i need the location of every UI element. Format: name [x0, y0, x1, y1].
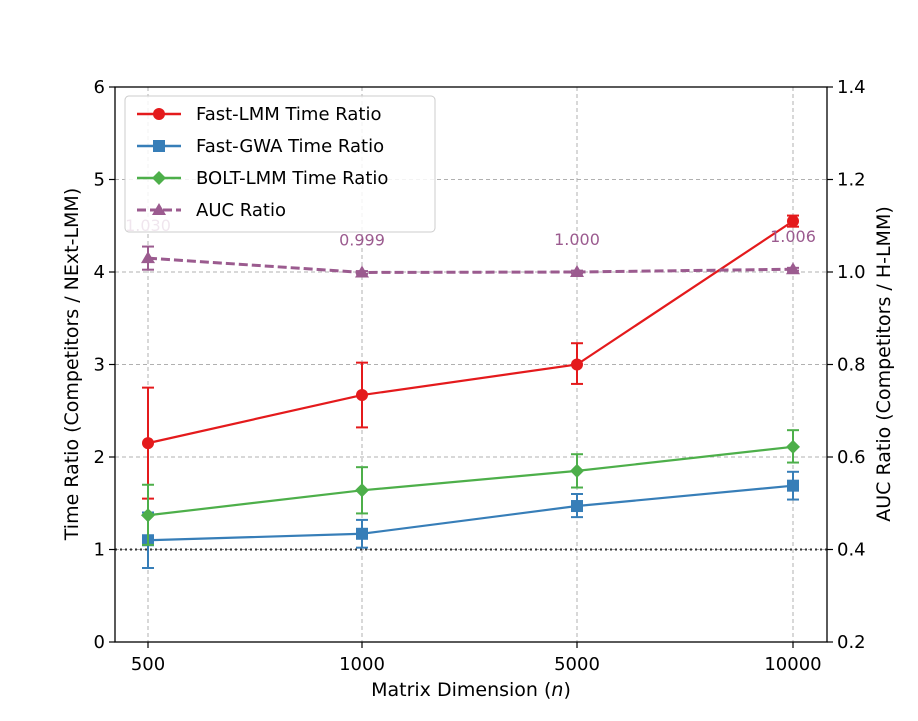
legend-marker-fast-lmm-time-ratio	[153, 108, 165, 120]
x-axis-title-main: Matrix Dimension (	[371, 679, 551, 701]
y-right-tick-label-1.4: 1.4	[837, 77, 866, 98]
series-line-fast-lmm-time-ratio	[147, 220, 794, 445]
legend-marker-auc-ratio	[152, 203, 166, 215]
legend: Fast-LMM Time Ratio Fast-GWA Time Ratio BO…	[124, 95, 436, 233]
y-axis-left-ticks: 0 1 2 3 4 5 6	[94, 77, 115, 653]
point-bolt-lmm-time-ratio-10000	[786, 439, 800, 454]
point-fast-lmm-time-ratio-500	[142, 437, 154, 450]
y-right-tick-label-1.2: 1.2	[837, 170, 866, 191]
legend-marker-fast-gwa-time-ratio	[153, 140, 165, 152]
legend-label-bolt-lmm-time-ratio: BOLT-LMM Time Ratio	[196, 168, 388, 189]
point-auc-ratio-500	[141, 251, 155, 264]
y-tick-label-3: 3	[94, 355, 105, 376]
legend-label-fast-lmm-time-ratio: Fast-LMM Time Ratio	[196, 104, 381, 125]
data-label-auc-ratio-1000: 0.999	[339, 230, 385, 249]
legend-marker-bolt-lmm-time-ratio	[152, 171, 166, 185]
y-tick-label-2: 2	[94, 447, 105, 468]
y-tick-label-5: 5	[94, 170, 105, 191]
y-tick-label-0: 0	[94, 632, 105, 653]
y-tick-label-1: 1	[94, 540, 105, 561]
x-tick-label-500: 500	[131, 654, 165, 675]
x-axis-title-end: )	[563, 679, 570, 701]
x-axis-title: Matrix Dimension (n)	[371, 679, 571, 701]
point-auc-ratio-10000	[786, 262, 800, 275]
y-axis-right-title: AUC Ratio (Competitors / H-LMM)	[873, 206, 895, 522]
x-tick-label-10000: 10000	[764, 654, 821, 675]
series-line-fast-gwa-time-ratio	[147, 484, 794, 542]
point-bolt-lmm-time-ratio-5000	[570, 463, 584, 478]
y-tick-label-4: 4	[94, 262, 105, 283]
x-axis-ticks: 500 1000 5000 10000	[131, 642, 822, 675]
y-axis-right-ticks: 0.2 0.4 0.6 0.8 1.0 1.2 1.4	[827, 77, 866, 653]
y-right-tick-label-0.6: 0.6	[837, 447, 866, 468]
y-tick-label-6: 6	[94, 77, 105, 98]
point-fast-lmm-time-ratio-1000	[356, 389, 368, 402]
data-label-auc-ratio-5000: 1.000	[554, 230, 600, 249]
point-fast-lmm-time-ratio-5000	[571, 358, 583, 371]
x-axis-title-var: n	[551, 679, 563, 701]
point-bolt-lmm-time-ratio-500	[141, 508, 155, 523]
x-tick-label-1000: 1000	[339, 654, 385, 675]
legend-box	[124, 95, 436, 233]
y-right-tick-label-0.4: 0.4	[837, 540, 866, 561]
point-fast-gwa-time-ratio-1000	[356, 527, 368, 540]
data-label-auc-ratio-10000: 1.006	[770, 227, 816, 246]
point-auc-ratio-5000	[570, 265, 584, 277]
point-fast-lmm-time-ratio-10000	[787, 215, 799, 228]
series-line-bolt-lmm-time-ratio	[147, 445, 794, 517]
legend-label-fast-gwa-time-ratio: Fast-GWA Time Ratio	[196, 136, 384, 157]
x-tick-label-5000: 5000	[554, 654, 600, 675]
series-line-auc-ratio	[147, 256, 794, 274]
point-auc-ratio-1000	[355, 265, 369, 278]
y-axis-left-title: Time Ratio (Competitors / NExt-LMM)	[61, 188, 83, 541]
point-fast-gwa-time-ratio-10000	[787, 479, 799, 492]
point-bolt-lmm-time-ratio-1000	[355, 483, 369, 498]
series-fast-lmm-time-ratio	[142, 214, 799, 500]
series-bolt-lmm-time-ratio	[141, 429, 800, 546]
y-right-tick-label-0.2: 0.2	[837, 632, 866, 653]
y-right-tick-label-0.8: 0.8	[837, 355, 866, 376]
point-fast-gwa-time-ratio-5000	[571, 500, 583, 513]
legend-label-auc-ratio: AUC Ratio	[196, 200, 286, 221]
y-right-tick-label-1.0: 1.0	[837, 262, 866, 283]
